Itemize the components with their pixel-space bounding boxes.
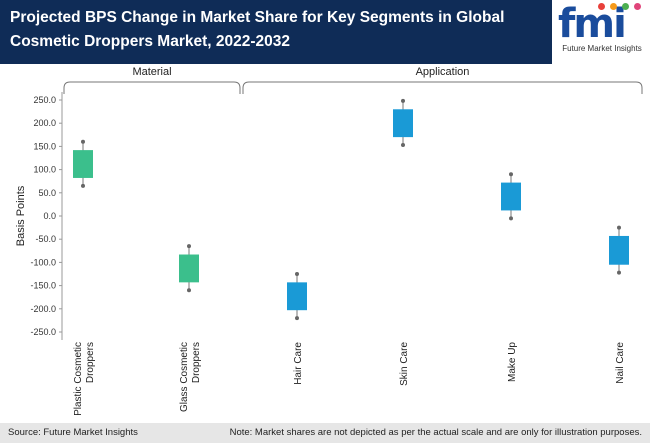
whisker-cap-low [509,216,513,221]
x-tick-label: Droppers [85,342,96,383]
box-plastic-cosmetic-droppers [73,150,93,178]
x-tick-label: Plastic Cosmetic [73,342,84,416]
y-axis-label: Basis Points [15,185,27,246]
y-tick-label: 200.0 [33,118,56,128]
logo-dot-green [622,3,629,10]
box-hair-care [287,282,307,311]
logo-dot-red [598,3,605,10]
group-label: Application [416,66,470,78]
x-tick-label: Glass Cosmetic [179,342,190,412]
box-make-up [501,182,521,211]
group-label: Material [132,66,171,78]
whisker-cap-low [617,270,621,275]
logo-subtitle: Future Market Insights [562,44,642,53]
header-bar: Projected BPS Change in Market Share for… [0,0,650,64]
box-skin-care [393,109,413,138]
group-bracket [63,81,241,94]
y-tick-label: 100.0 [33,165,56,175]
whisker-cap-low [401,143,405,148]
x-tick-label: Nail Care [615,342,626,384]
whisker-cap-high [617,225,621,230]
box-plot-chart: 250.0 200.0 150.0 100.0 50.0 0.0 -50.0 -100.0 -1… [15,66,643,416]
y-tick-label: 0.0 [43,211,56,221]
whisker-cap-low [295,316,299,321]
fmi-logo: fmi Future Market Insights [552,0,650,64]
x-tick-label: Make Up [507,342,518,382]
chart-title: Projected BPS Change in Market Share for… [10,9,505,50]
whisker-cap-high [81,139,85,144]
note-text: Note: Market shares are not depicted as … [229,427,642,438]
logo-dot-pink [634,3,641,10]
footer-bar: Source: Future Market Insights Note: Mar… [0,423,650,443]
y-tick-label: 250.0 [33,95,56,105]
y-tick-label: 50.0 [38,188,56,198]
box-glass-cosmetic-droppers [179,254,199,283]
x-tick-label: Hair Care [293,342,304,385]
group-bracket [242,81,643,94]
whisker-cap-low [81,183,85,188]
whisker-cap-high [295,272,299,276]
chart-area: 250.0 200.0 150.0 100.0 50.0 0.0 -50.0 -100.0 -1… [0,64,650,423]
box-nail-care [609,235,629,265]
whisker-cap-low [187,288,191,293]
x-tick-label: Skin Care [399,342,410,386]
whisker-cap-high [401,98,405,103]
whisker-cap-high [187,244,191,249]
y-tick-label: -200.0 [30,304,56,314]
source-text: Source: Future Market Insights [8,427,138,438]
y-tick-label: -250.0 [30,327,56,337]
y-tick-label: 150.0 [33,141,56,151]
y-tick-label: -100.0 [30,257,56,267]
x-tick-label: Droppers [191,342,202,383]
y-tick-label: -150.0 [30,281,56,291]
y-tick-label: -50.0 [35,234,56,244]
logo-dot-orange [610,3,617,10]
whisker-cap-high [509,172,513,177]
